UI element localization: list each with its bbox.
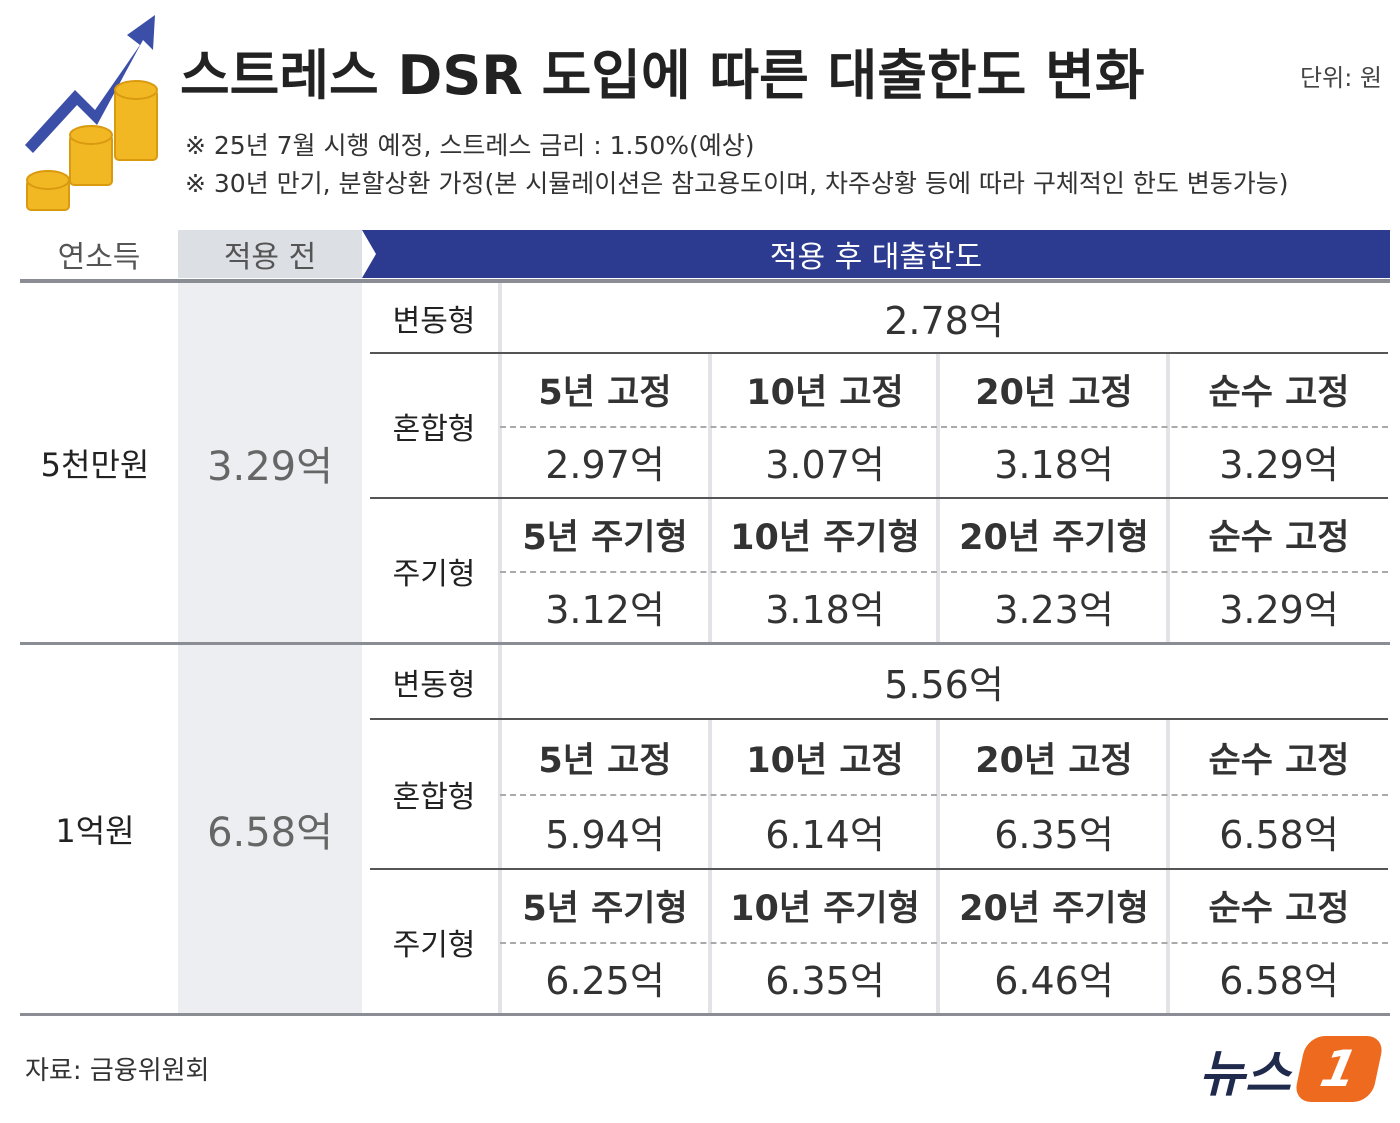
row-label: 주기형 — [392, 556, 476, 592]
rule — [20, 279, 1390, 283]
item-name: 5년 고정 — [538, 740, 672, 781]
title: 스트레스 DSR 도입에 따른 대출한도 변화 — [180, 43, 1145, 107]
row-label: 혼합형 — [392, 411, 476, 447]
before-bg — [178, 283, 362, 1013]
v-sep — [498, 283, 502, 352]
coins-icon — [25, 15, 158, 211]
row-sep — [370, 718, 1388, 720]
item-value: 6.58억 — [1219, 958, 1339, 1003]
item-name: 5년 주기형 — [522, 518, 688, 559]
item-value: 3.12억 — [545, 587, 665, 632]
item-name: 순수 고정 — [1208, 740, 1350, 781]
item-value: 3.29억 — [1219, 442, 1339, 487]
unit: 단위: 원 — [1300, 63, 1382, 92]
dash — [500, 941, 1388, 944]
dash — [500, 425, 1388, 428]
item-value: 6.35억 — [994, 812, 1114, 857]
row-label: 혼합형 — [392, 780, 476, 815]
item-name: 10년 주기형 — [730, 889, 920, 930]
row-sep — [370, 868, 1388, 870]
item-value: 3.18억 — [994, 442, 1114, 487]
logo-mark: 1 — [1292, 1036, 1386, 1102]
source: 자료: 금융위원회 — [25, 1055, 210, 1086]
item-value: 5.94억 — [545, 812, 665, 857]
dash — [500, 570, 1388, 573]
income: 1억원 — [55, 812, 135, 850]
item-name: 20년 주기형 — [959, 518, 1149, 559]
item-name: 5년 고정 — [538, 373, 672, 414]
item-value: 6.25억 — [545, 958, 665, 1003]
item-value: 6.35억 — [765, 958, 885, 1003]
note: ※ 25년 7월 시행 예정, 스트레스 금리 : 1.50%(예상) — [185, 131, 755, 160]
dash — [500, 794, 1388, 796]
item-name: 10년 고정 — [746, 373, 904, 414]
item-value: 3.18억 — [765, 587, 885, 632]
item-name: 순수 고정 — [1208, 373, 1350, 414]
item-name: 5년 주기형 — [522, 889, 688, 930]
group-rule — [20, 1013, 1390, 1016]
before-value: 6.58억 — [207, 810, 333, 856]
v-sep — [498, 645, 502, 718]
item-value: 6.58억 — [1219, 812, 1339, 857]
item-value: 3.23억 — [994, 587, 1114, 632]
item-value: 6.14억 — [765, 812, 885, 857]
item-value: 2.97억 — [545, 442, 665, 487]
header-cell: 적용 후 대출한도 — [362, 230, 1390, 278]
item-value: 3.29억 — [1219, 587, 1339, 632]
item-name: 20년 주기형 — [959, 889, 1149, 930]
row-sep — [370, 352, 1388, 354]
item-name: 10년 주기형 — [730, 518, 920, 559]
before-value: 3.29억 — [207, 443, 333, 490]
group-rule — [20, 642, 1390, 645]
value: 2.78억 — [884, 299, 1004, 343]
item-value: 3.07억 — [765, 442, 885, 487]
row-label: 변동형 — [392, 303, 476, 339]
logo-text: 뉴스 — [1199, 1045, 1291, 1103]
note: ※ 30년 만기, 분할상환 가정(본 시뮬레이션은 참고용도이며, 차주상황 … — [185, 169, 1289, 198]
item-name: 순수 고정 — [1208, 889, 1350, 930]
item-name: 20년 고정 — [975, 740, 1133, 781]
row-label: 변동형 — [392, 667, 476, 703]
item-value: 6.46억 — [994, 958, 1114, 1003]
item-name: 10년 고정 — [746, 740, 904, 781]
header-cell: 적용 전 — [178, 230, 362, 278]
value: 5.56억 — [884, 663, 1004, 707]
item-name: 20년 고정 — [975, 373, 1133, 414]
row-sep — [370, 497, 1388, 499]
row-label: 주기형 — [392, 927, 476, 963]
header-cell: 연소득 — [57, 240, 141, 275]
item-name: 순수 고정 — [1208, 518, 1350, 559]
income: 5천만원 — [40, 445, 150, 484]
